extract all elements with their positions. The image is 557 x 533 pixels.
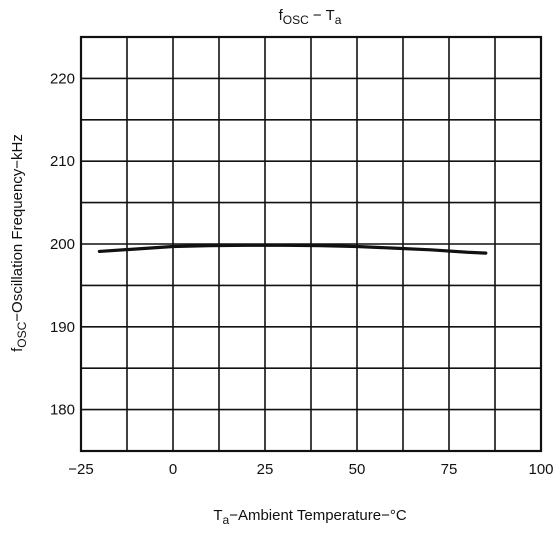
ylabel-f: f: [9, 347, 26, 352]
ylabel-rest: −Oscillation Frequency−kHz: [9, 134, 26, 322]
x-axis-label: Ta−Ambient Temperature−°C: [213, 507, 407, 527]
title-osc-sub: OSC: [283, 13, 309, 27]
tick-labels: −25 0 25 50 75 100 180 190 200 210 220: [50, 70, 554, 478]
ylabel-osc-sub: OSC: [15, 321, 29, 347]
y-tick-label: 220: [50, 70, 75, 87]
data-series: [97, 243, 488, 255]
title-a-sub: a: [335, 13, 342, 27]
title-t: T: [326, 7, 335, 24]
xlabel-a-sub: a: [223, 513, 230, 527]
x-tick-label: 50: [349, 461, 366, 478]
title-f: f: [279, 7, 284, 24]
y-tick-label: 180: [50, 402, 75, 419]
xlabel-rest: −Ambient Temperature−°C: [229, 507, 407, 524]
xlabel-t: T: [213, 507, 222, 524]
title-dash: −: [309, 7, 326, 24]
plot-border: [79, 35, 543, 453]
x-tick-label: 0: [169, 461, 177, 478]
x-tick-label: 100: [528, 461, 553, 478]
y-tick-label: 210: [50, 153, 75, 170]
x-tick-label: −25: [68, 461, 93, 478]
x-tick-label: 75: [441, 461, 458, 478]
series-line-0: [97, 243, 488, 255]
y-tick-label: 200: [50, 236, 75, 253]
x-tick-label: 25: [257, 461, 274, 478]
plot-frame: [79, 35, 543, 453]
y-axis-label: fOSC−Oscillation Frequency−kHz: [9, 134, 29, 352]
y-tick-label: 190: [50, 319, 75, 336]
chart-title: fOSC − Ta: [279, 7, 342, 27]
